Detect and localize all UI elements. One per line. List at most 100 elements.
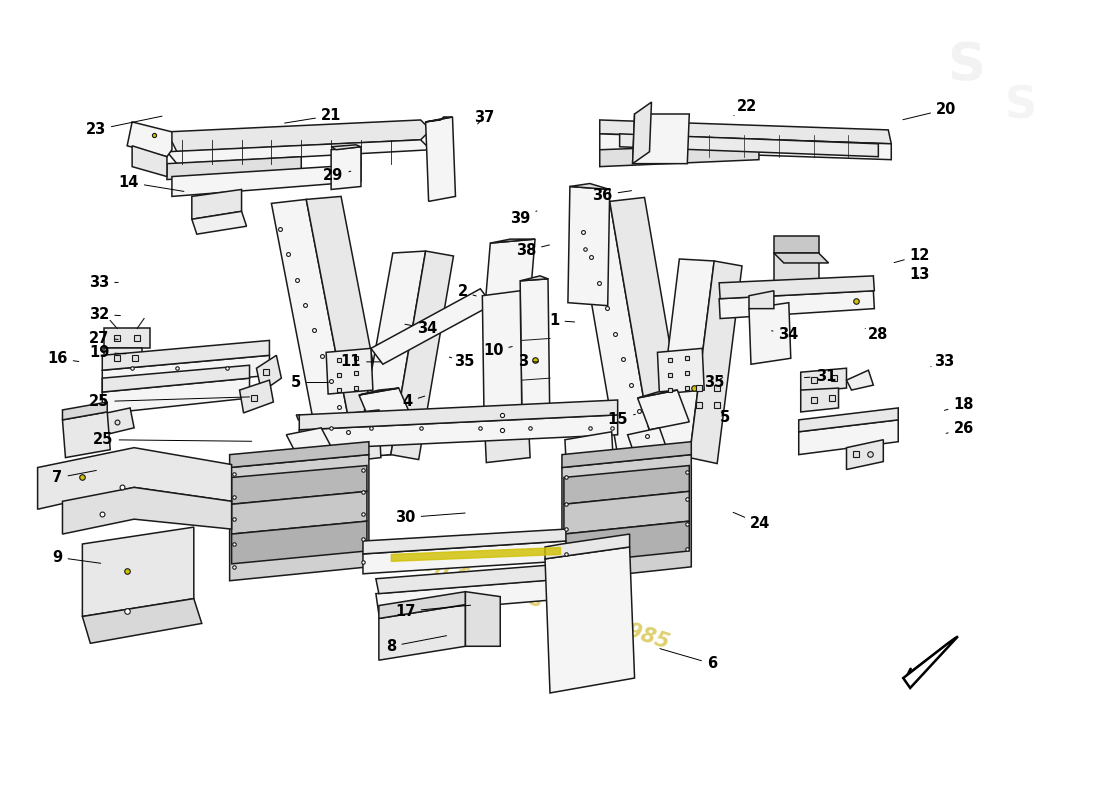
Polygon shape [356, 251, 426, 458]
Polygon shape [37, 448, 232, 510]
Polygon shape [376, 564, 568, 594]
Polygon shape [371, 289, 493, 364]
Polygon shape [520, 279, 550, 437]
Polygon shape [484, 415, 530, 462]
Polygon shape [562, 442, 691, 467]
Polygon shape [600, 120, 891, 144]
Polygon shape [520, 276, 548, 281]
Text: 4: 4 [403, 394, 425, 409]
Text: 35: 35 [704, 375, 725, 390]
Polygon shape [286, 428, 339, 470]
Text: 14: 14 [119, 175, 184, 191]
Polygon shape [484, 410, 530, 420]
Polygon shape [63, 402, 107, 420]
Polygon shape [600, 134, 891, 160]
Polygon shape [749, 290, 774, 309]
Polygon shape [638, 390, 678, 398]
Polygon shape [102, 378, 250, 414]
Polygon shape [299, 400, 618, 430]
Polygon shape [491, 239, 535, 243]
Polygon shape [167, 140, 430, 164]
Polygon shape [482, 290, 522, 438]
Text: 5: 5 [292, 375, 328, 390]
Polygon shape [128, 122, 172, 157]
Text: 15: 15 [607, 411, 636, 426]
Text: 35: 35 [449, 354, 475, 370]
Polygon shape [719, 290, 874, 318]
Polygon shape [570, 183, 609, 190]
Polygon shape [102, 366, 250, 392]
Polygon shape [564, 521, 690, 564]
Text: 31: 31 [804, 369, 836, 384]
Polygon shape [903, 636, 958, 688]
Text: 19: 19 [89, 345, 125, 360]
Polygon shape [564, 466, 690, 504]
Polygon shape [359, 388, 412, 428]
Polygon shape [498, 298, 544, 372]
Polygon shape [719, 276, 874, 298]
Polygon shape [102, 408, 134, 434]
Polygon shape [799, 420, 899, 454]
Text: 28: 28 [866, 327, 889, 342]
Polygon shape [256, 355, 282, 392]
Polygon shape [104, 329, 150, 348]
Text: 13: 13 [910, 267, 931, 282]
Polygon shape [63, 412, 110, 458]
Text: 29: 29 [323, 169, 351, 183]
Text: 18: 18 [945, 398, 974, 412]
Text: 12: 12 [894, 248, 931, 263]
Polygon shape [632, 102, 651, 164]
Polygon shape [359, 388, 399, 395]
Polygon shape [132, 146, 167, 177]
Polygon shape [632, 114, 690, 164]
Polygon shape [306, 197, 390, 458]
Polygon shape [331, 145, 361, 150]
Polygon shape [390, 251, 453, 459]
Polygon shape [331, 146, 361, 190]
Polygon shape [774, 253, 818, 298]
Text: 25: 25 [89, 394, 250, 409]
Text: 34: 34 [771, 327, 799, 342]
Text: 26: 26 [946, 421, 974, 436]
Text: S: S [1004, 85, 1036, 127]
Polygon shape [326, 348, 373, 394]
Polygon shape [82, 598, 201, 643]
Polygon shape [230, 454, 368, 581]
Text: 33: 33 [931, 354, 954, 370]
Text: 38: 38 [516, 243, 550, 258]
Text: 9: 9 [53, 550, 101, 565]
Polygon shape [544, 534, 629, 559]
Text: 23: 23 [86, 116, 162, 138]
Text: 24: 24 [733, 512, 770, 531]
Text: 8: 8 [386, 636, 447, 654]
Text: a passion for cars since 1985: a passion for cars since 1985 [340, 528, 672, 653]
Polygon shape [528, 410, 562, 420]
Text: 11: 11 [341, 354, 381, 370]
Polygon shape [82, 527, 194, 617]
Polygon shape [172, 165, 361, 197]
Polygon shape [799, 408, 899, 432]
Polygon shape [485, 239, 535, 302]
Polygon shape [191, 211, 246, 234]
Polygon shape [376, 578, 568, 614]
Polygon shape [544, 547, 635, 693]
Polygon shape [363, 541, 565, 574]
Polygon shape [232, 491, 367, 534]
Polygon shape [337, 415, 381, 462]
Polygon shape [609, 198, 690, 462]
Polygon shape [465, 592, 501, 646]
Polygon shape [240, 380, 274, 413]
Polygon shape [232, 466, 367, 504]
Polygon shape [619, 134, 878, 157]
Polygon shape [774, 236, 818, 253]
Text: 33: 33 [89, 275, 118, 290]
Polygon shape [426, 117, 452, 122]
Polygon shape [167, 157, 301, 179]
Polygon shape [654, 259, 714, 462]
Text: 34: 34 [405, 321, 438, 336]
Polygon shape [102, 341, 270, 370]
Polygon shape [232, 521, 367, 564]
Polygon shape [426, 117, 455, 202]
Polygon shape [272, 199, 356, 462]
Text: 22: 22 [734, 98, 757, 115]
